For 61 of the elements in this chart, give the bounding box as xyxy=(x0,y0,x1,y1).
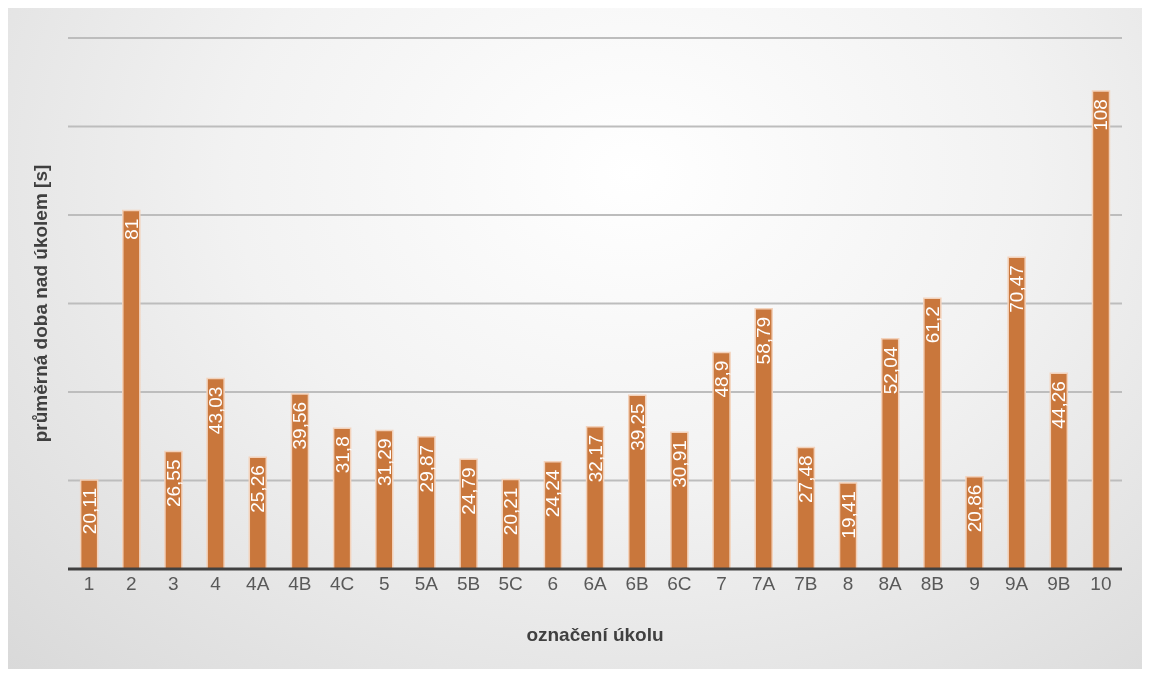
x-tick-label: 9A xyxy=(1004,573,1029,595)
data-label: 39,56 xyxy=(289,401,311,450)
data-label: 24,79 xyxy=(458,467,480,515)
x-tick-label: 8A xyxy=(878,573,903,595)
x-tick-label: 1 xyxy=(83,573,95,595)
data-label: 29,87 xyxy=(415,444,437,493)
bar xyxy=(122,209,141,570)
data-label: 108 xyxy=(1090,99,1112,131)
data-label: 39,25 xyxy=(626,403,648,451)
x-tick-label: 5A xyxy=(414,573,439,595)
bar xyxy=(1007,256,1026,570)
data-label: 27,48 xyxy=(795,455,817,503)
data-label: 43,03 xyxy=(205,386,227,435)
x-tick-label: 4 xyxy=(210,573,222,595)
x-tick-label: 4A xyxy=(246,573,270,595)
data-label: 25,26 xyxy=(247,465,269,513)
data-label: 30,91 xyxy=(668,440,690,488)
x-tick-label: 2 xyxy=(125,573,137,595)
bar xyxy=(670,431,689,570)
x-tick-label: 10 xyxy=(1090,573,1112,595)
x-tick-label: 8 xyxy=(842,573,854,595)
data-label: 70,47 xyxy=(1006,265,1028,313)
data-label: 52,04 xyxy=(879,346,901,395)
data-label: 58,79 xyxy=(753,316,775,365)
data-label: 24,24 xyxy=(542,469,564,518)
bar xyxy=(1091,90,1111,570)
x-tick-label: 6A xyxy=(583,573,607,595)
bar xyxy=(754,308,773,570)
bar xyxy=(206,377,225,570)
data-label: 32,17 xyxy=(584,434,606,483)
data-label: 31,29 xyxy=(373,438,395,487)
data-label: 20,86 xyxy=(964,484,986,533)
x-tick-label: 6B xyxy=(625,573,649,595)
x-tick-label: 6 xyxy=(547,573,559,595)
data-label: 44,26 xyxy=(1048,381,1070,429)
bar xyxy=(375,429,394,570)
y-axis-title: průměrná doba nad úkolem [s] xyxy=(29,164,51,443)
x-tick-label: 7 xyxy=(716,573,727,595)
x-tick-label: 5 xyxy=(378,573,390,595)
x-tick-label: 7A xyxy=(752,573,776,595)
x-tick-label: 5C xyxy=(498,573,523,595)
data-label: 20,11 xyxy=(78,488,100,535)
x-axis-title: označení úkolu xyxy=(526,624,664,645)
data-label: 20,21 xyxy=(500,487,522,536)
x-tick-label: 5B xyxy=(456,573,481,595)
bar xyxy=(712,351,731,570)
data-label: 48,9 xyxy=(711,360,733,398)
data-label: 26,55 xyxy=(162,459,184,508)
x-tick-label: 4C xyxy=(329,573,355,595)
data-label: 61,2 xyxy=(921,306,943,344)
x-tick-label: 6C xyxy=(667,573,692,595)
x-tick-label: 9B xyxy=(1047,573,1071,595)
data-label: 81 xyxy=(120,218,142,240)
x-tick-label: 9 xyxy=(969,573,980,595)
x-tick-label: 4B xyxy=(288,573,312,595)
x-tick-label: 3 xyxy=(168,573,179,595)
x-tick-label: 7B xyxy=(794,573,818,595)
x-tick-label: 8B xyxy=(920,573,944,595)
bar xyxy=(923,297,942,570)
data-label: 19,41 xyxy=(837,491,859,539)
data-label: 31,8 xyxy=(331,436,353,474)
